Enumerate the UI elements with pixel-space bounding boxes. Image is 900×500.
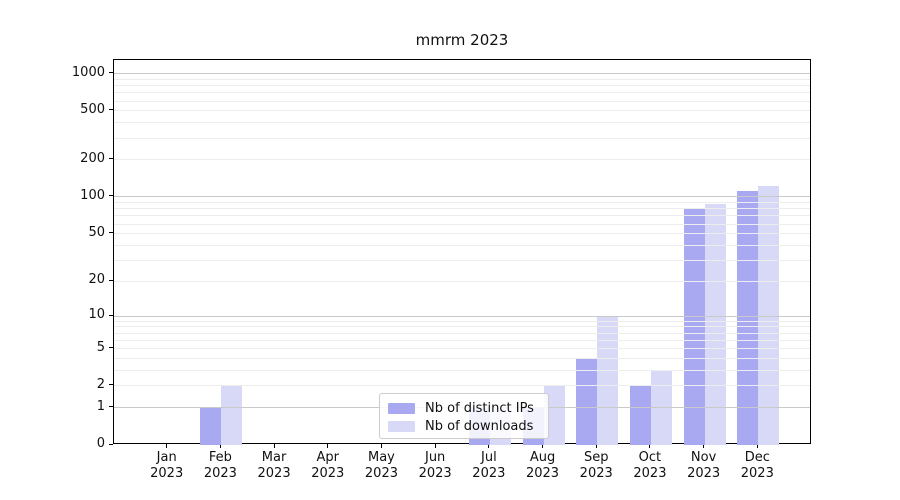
y-tick-mark [109,347,113,349]
x-tick-mark [703,444,705,448]
gridline [114,202,810,204]
x-tick-mark [488,444,490,448]
y-tick-label: 20 [88,272,105,288]
gridline [114,332,810,334]
legend-swatch-downloads [388,420,415,432]
x-tick-mark [756,444,758,448]
y-tick-label: 2 [96,376,105,392]
y-tick-label: 50 [88,224,105,240]
legend-item-distinct-ips: Nb of distinct IPs [388,399,540,417]
x-tick-mark [219,444,221,448]
x-tick-mark [434,444,436,448]
y-tick-mark [109,195,113,197]
y-tick-label: 500 [80,101,105,117]
x-tick-label: Apr 2023 [311,450,345,481]
bar [221,385,243,445]
gridline [114,280,810,282]
gridline [114,100,810,102]
bar [576,358,598,445]
x-tick-label: May 2023 [364,450,398,481]
legend-label: Nb of distinct IPs [425,400,534,416]
legend: Nb of distinct IPs Nb of downloads [379,393,549,439]
gridline [114,159,810,161]
gridline [114,326,810,328]
x-tick-mark [273,444,275,448]
x-tick-label: Jan 2023 [150,450,184,481]
y-tick-mark [109,443,113,445]
gridline [114,196,810,198]
gridline [114,348,810,350]
gridline [114,208,810,210]
plot-area: Nb of distinct IPs Nb of downloads [113,59,811,445]
chart-title: mmrm 2023 [415,31,509,49]
y-tick-label: 1000 [71,64,105,80]
x-tick-label: Nov 2023 [687,450,721,481]
bar [704,204,726,445]
gridline [114,244,810,246]
x-tick-label: Jun 2023 [418,450,452,481]
bar [629,385,651,445]
x-tick-mark [595,444,597,448]
gridline [114,215,810,217]
y-tick-mark [109,384,113,386]
gridline [114,73,810,75]
gridline [114,339,810,341]
x-tick-label: Dec 2023 [740,450,774,481]
x-tick-mark [649,444,651,448]
gridline [114,122,810,124]
x-tick-label: Feb 2023 [203,450,237,481]
y-tick-mark [109,232,113,234]
y-tick-label: 200 [80,150,105,166]
gridline [114,233,810,235]
y-tick-mark [109,406,113,408]
x-tick-mark [166,444,168,448]
gridline [114,110,810,112]
legend-item-downloads: Nb of downloads [388,417,540,435]
y-tick-label: 5 [96,339,105,355]
bar [737,190,759,445]
x-tick-mark [327,444,329,448]
gridline [114,137,810,139]
bar [200,407,222,445]
y-tick-mark [109,314,113,316]
y-tick-label: 10 [88,307,105,323]
x-tick-label: Jul 2023 [472,450,506,481]
gridline [114,85,810,87]
y-tick-label: 1 [96,398,105,414]
gridline [114,369,810,371]
gridline [114,357,810,359]
bar [597,316,619,445]
gridline [114,78,810,80]
gridline [114,385,810,387]
x-tick-label: Aug 2023 [525,450,560,481]
x-tick-mark [380,444,382,448]
x-tick-label: Oct 2023 [633,450,667,481]
y-tick-mark [109,72,113,74]
legend-label: Nb of downloads [425,418,534,434]
x-tick-label: Sep 2023 [579,450,613,481]
legend-swatch-distinct-ips [388,402,415,414]
y-tick-mark [109,158,113,160]
x-tick-label: Mar 2023 [257,450,291,481]
gridline [114,92,810,94]
x-tick-mark [542,444,544,448]
gridline [114,315,810,317]
y-tick-mark [109,109,113,111]
y-tick-mark [109,279,113,281]
gridline [114,223,810,225]
gridline [114,320,810,322]
gridline [114,259,810,261]
y-tick-label: 100 [80,187,105,203]
y-tick-label: 0 [96,436,105,451]
